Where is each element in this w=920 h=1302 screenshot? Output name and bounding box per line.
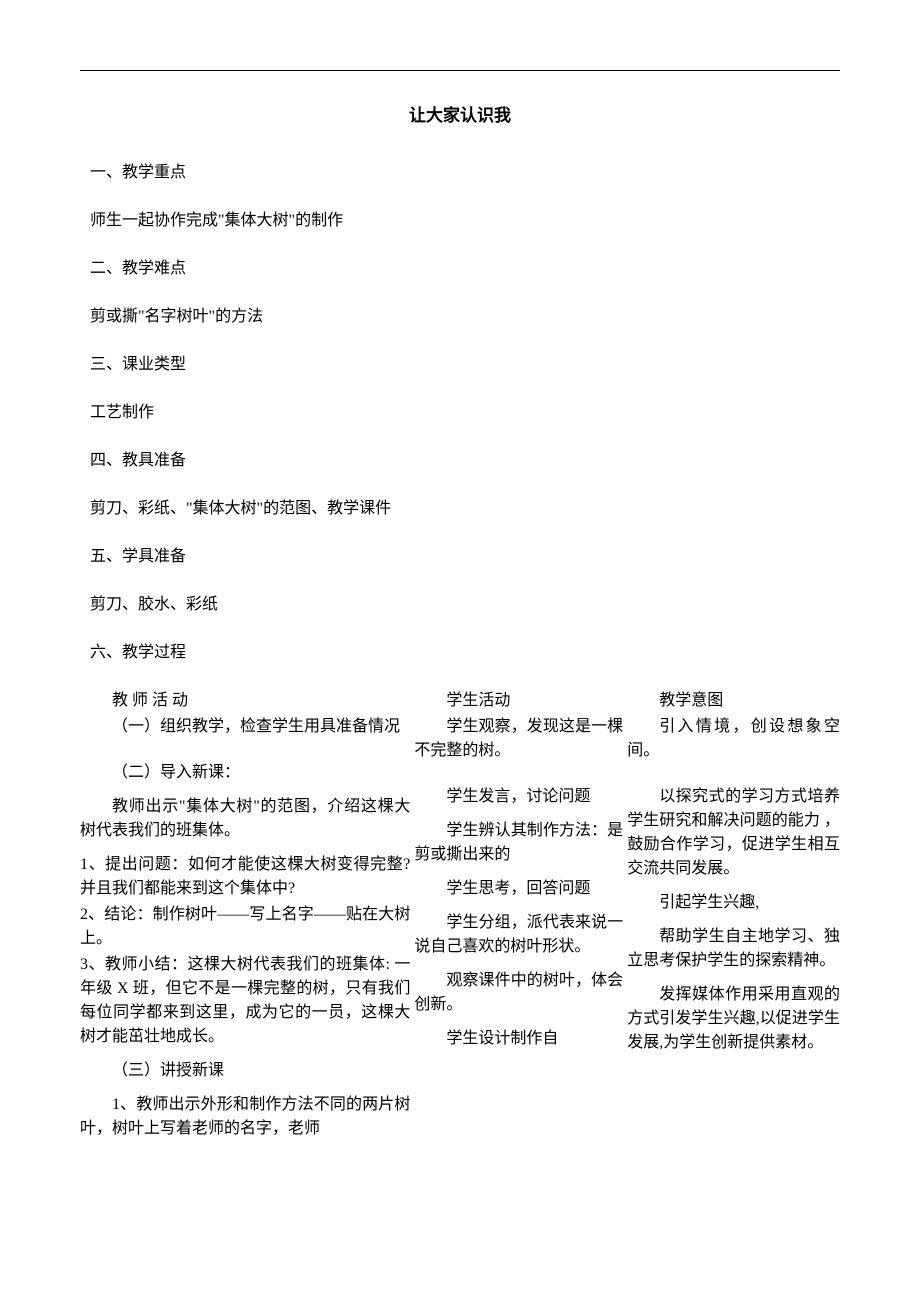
section-1-heading: 一、教学重点 [80, 161, 840, 185]
teacher-r4b: 1、教师出示外形和制作方法不同的两片树叶，树叶上写着老师的名字，老师 [80, 1093, 410, 1141]
teacher-header: 教 师 活 动 [80, 689, 410, 713]
student-header: 学生活动 [414, 689, 623, 713]
student-r4a: 观察课件中的树叶，体会创新。 [414, 969, 623, 1017]
section-5-body: 剪刀、胶水、彩纸 [80, 593, 840, 617]
teacher-r1: （一）组织教学，检查学生用具准备情况 [80, 715, 410, 739]
student-column: 学生活动 学生观察，发现这是一棵不完整的树。 学生发言，讨论问题 学生辨认其制作… [414, 689, 627, 1143]
intent-r4: 发挥媒体作用采用直观的方式引发学生兴趣,以促进学生发展,为学生创新提供素材。 [627, 983, 840, 1055]
student-r3a: 学生思考，回答问题 [414, 877, 623, 901]
teacher-r3b: 2、结论：制作树叶——写上名字——贴在大树上。 [80, 903, 410, 951]
intent-header: 教学意图 [627, 689, 840, 713]
teacher-r3c: 3、教师小结：这棵大树代表我们的班集体: 一年级 X 班，但它不是一棵完整的树，… [80, 953, 410, 1049]
teacher-r2b: 教师出示"集体大树"的范图，介绍这棵大树代表我们的班集体。 [80, 795, 410, 843]
teacher-column: 教 师 活 动 （一）组织教学，检查学生用具准备情况 （二）导入新课： 教师出示… [80, 689, 414, 1143]
top-rule [80, 70, 840, 71]
section-6-heading: 六、教学过程 [80, 641, 840, 665]
intent-column: 教学意图 引入情境，创设想象空间。 以探究式的学习方式培养学生研究和解决问题的能… [627, 689, 840, 1143]
section-3-body: 工艺制作 [80, 401, 840, 425]
section-4-body: 剪刀、彩纸、"集体大树"的范图、教学课件 [80, 497, 840, 521]
section-5-heading: 五、学具准备 [80, 545, 840, 569]
document-page: 让大家认识我 一、教学重点 师生一起协作完成"集体大树"的制作 二、教学难点 剪… [0, 0, 920, 1203]
section-3-heading: 三、课业类型 [80, 353, 840, 377]
student-r4b: 学生设计制作自 [414, 1027, 623, 1051]
section-2-body: 剪或撕"名字树叶"的方法 [80, 305, 840, 329]
student-r2b: 学生辨认其制作方法：是剪或撕出来的 [414, 819, 623, 867]
student-r1: 学生观察，发现这是一棵不完整的树。 [414, 715, 623, 763]
teacher-r4a: （三）讲授新课 [80, 1059, 410, 1083]
section-1-body: 师生一起协作完成"集体大树"的制作 [80, 209, 840, 233]
student-r2a: 学生发言，讨论问题 [414, 785, 623, 809]
teacher-r3a: 1、提出问题：如何才能使这棵大树变得完整?并且我们都能来到这个集体中? [80, 853, 410, 901]
teacher-r1-text: （一）组织教学，检查学生用具准备情况 [112, 718, 400, 735]
intent-r2: 以探究式的学习方式培养学生研究和解决问题的能力 ，鼓励合作学习，促进学生相互交流… [627, 785, 840, 881]
process-table: 教 师 活 动 （一）组织教学，检查学生用具准备情况 （二）导入新课： 教师出示… [80, 689, 840, 1143]
page-title: 让大家认识我 [80, 103, 840, 129]
intent-r3a: 引起学生兴趣, [627, 891, 840, 915]
student-r3b: 学生分组，派代表来说一说自己喜欢的树叶形状。 [414, 911, 623, 959]
intent-r3b: 帮助学生自主地学习、独立思考保护学生的探索精神。 [627, 925, 840, 973]
section-4-heading: 四、教具准备 [80, 449, 840, 473]
intent-r1: 引入情境，创设想象空间。 [627, 715, 840, 763]
section-2-heading: 二、教学难点 [80, 257, 840, 281]
teacher-r2a: （二）导入新课： [80, 761, 410, 785]
